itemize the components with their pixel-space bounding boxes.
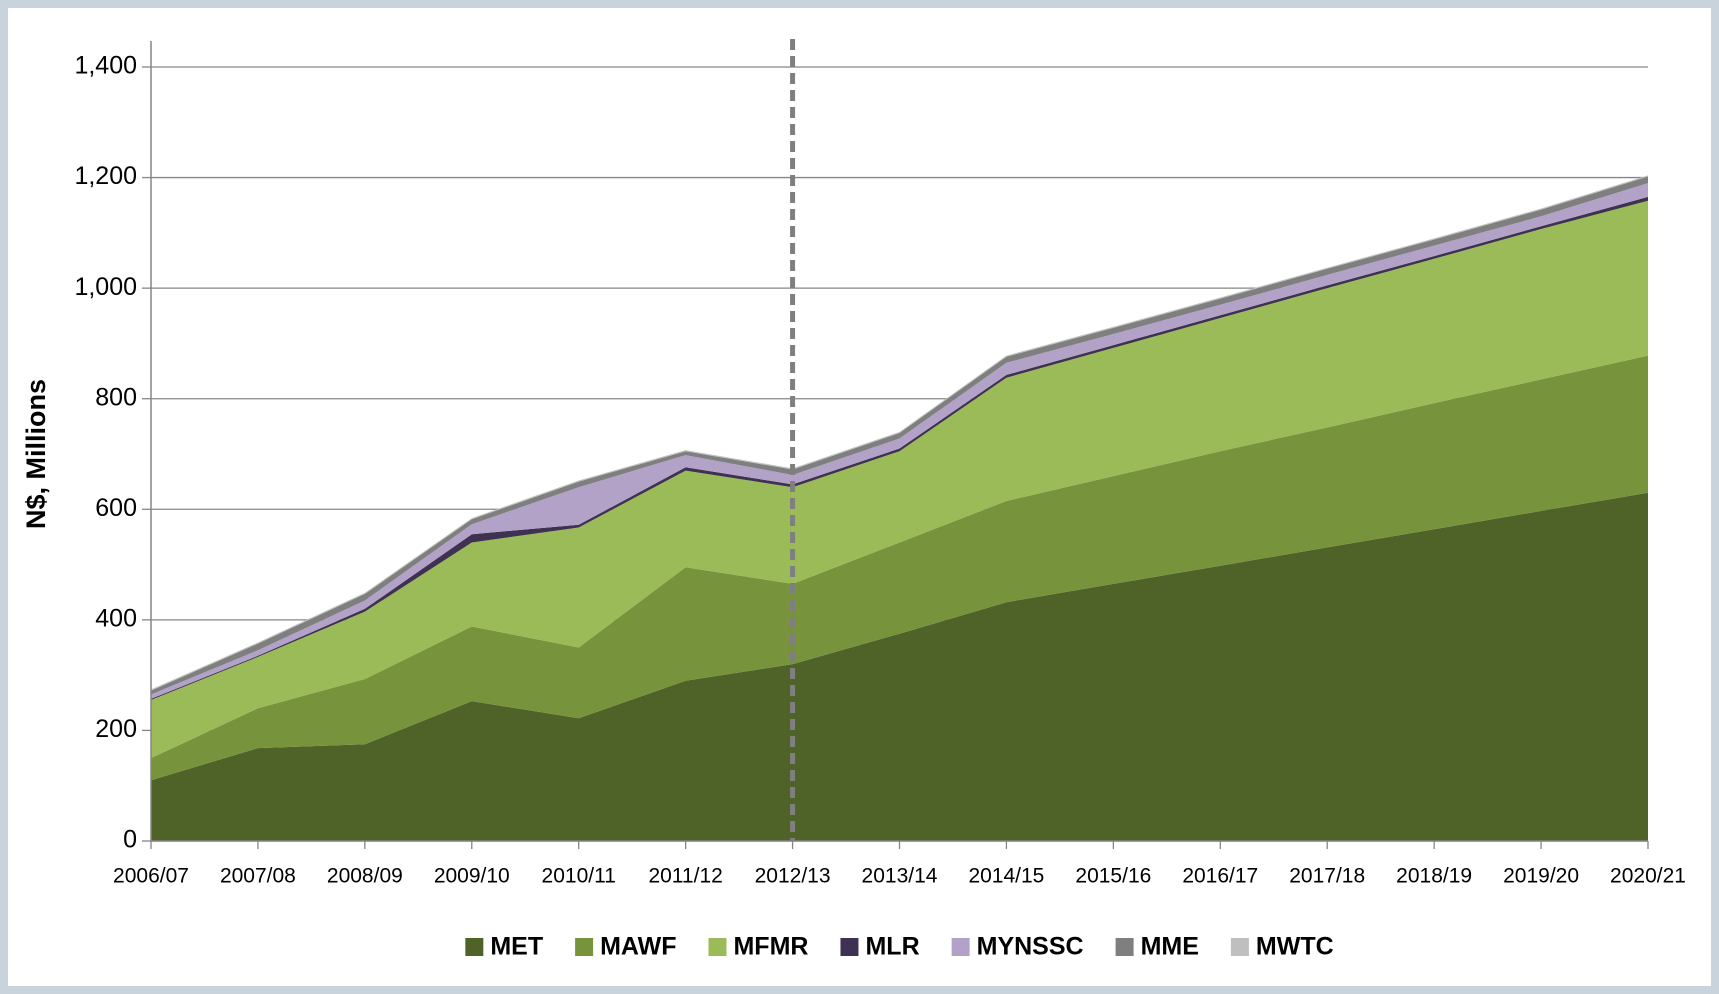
y-tick-label: 0 bbox=[123, 826, 137, 854]
area bbox=[151, 492, 1648, 841]
y-tick-label: 400 bbox=[95, 604, 137, 632]
legend-swatch bbox=[840, 938, 859, 956]
x-tick-label: 2011/12 bbox=[648, 865, 722, 888]
legend-swatch bbox=[708, 938, 727, 956]
x-tick-label: 2010/11 bbox=[542, 865, 616, 888]
legend-swatch bbox=[951, 938, 970, 956]
y-tick-label: 800 bbox=[95, 383, 137, 411]
x-tick-label: 2017/18 bbox=[1289, 865, 1365, 888]
x-tick-label: 2016/17 bbox=[1182, 865, 1258, 888]
x-tick-label: 2006/07 bbox=[113, 865, 189, 888]
legend-label: MME bbox=[1141, 933, 1199, 961]
legend-swatch bbox=[1230, 938, 1249, 956]
legend-label: MAWF bbox=[600, 933, 676, 961]
legend-label: MYNSSC bbox=[977, 933, 1084, 961]
legend-label: MET bbox=[490, 933, 543, 961]
y-tick-label: 1,200 bbox=[74, 162, 137, 190]
area bbox=[151, 176, 1648, 695]
x-tick-label: 2014/15 bbox=[968, 865, 1044, 888]
x-tick-label: 2015/16 bbox=[1075, 865, 1151, 888]
x-tick-label: 2008/09 bbox=[327, 865, 403, 888]
legend-swatch bbox=[1115, 938, 1134, 956]
legend-label: MFMR bbox=[733, 933, 808, 961]
x-tick-label: 2019/20 bbox=[1503, 865, 1579, 888]
y-tick-label: 600 bbox=[95, 494, 137, 522]
y-tick-label: 200 bbox=[95, 715, 137, 743]
x-tick-label: 2020/21 bbox=[1610, 865, 1686, 888]
x-tick-label: 2009/10 bbox=[434, 865, 510, 888]
legend-label: MLR bbox=[865, 933, 919, 961]
area bbox=[151, 175, 1648, 691]
y-tick-label: 1,000 bbox=[74, 273, 137, 301]
area bbox=[151, 183, 1648, 699]
legend-swatch bbox=[575, 938, 594, 956]
x-tick-label: 2013/14 bbox=[862, 865, 938, 888]
area bbox=[151, 355, 1648, 781]
y-axis-title: N$, Millions bbox=[21, 379, 51, 529]
x-tick-label: 2007/08 bbox=[220, 865, 296, 888]
legend-swatch bbox=[465, 938, 484, 956]
x-tick-label: 2012/13 bbox=[755, 865, 831, 888]
y-tick-label: 1,400 bbox=[74, 52, 137, 80]
area bbox=[151, 200, 1648, 759]
legend-label: MWTC bbox=[1256, 933, 1334, 961]
x-tick-label: 2018/19 bbox=[1396, 865, 1472, 888]
